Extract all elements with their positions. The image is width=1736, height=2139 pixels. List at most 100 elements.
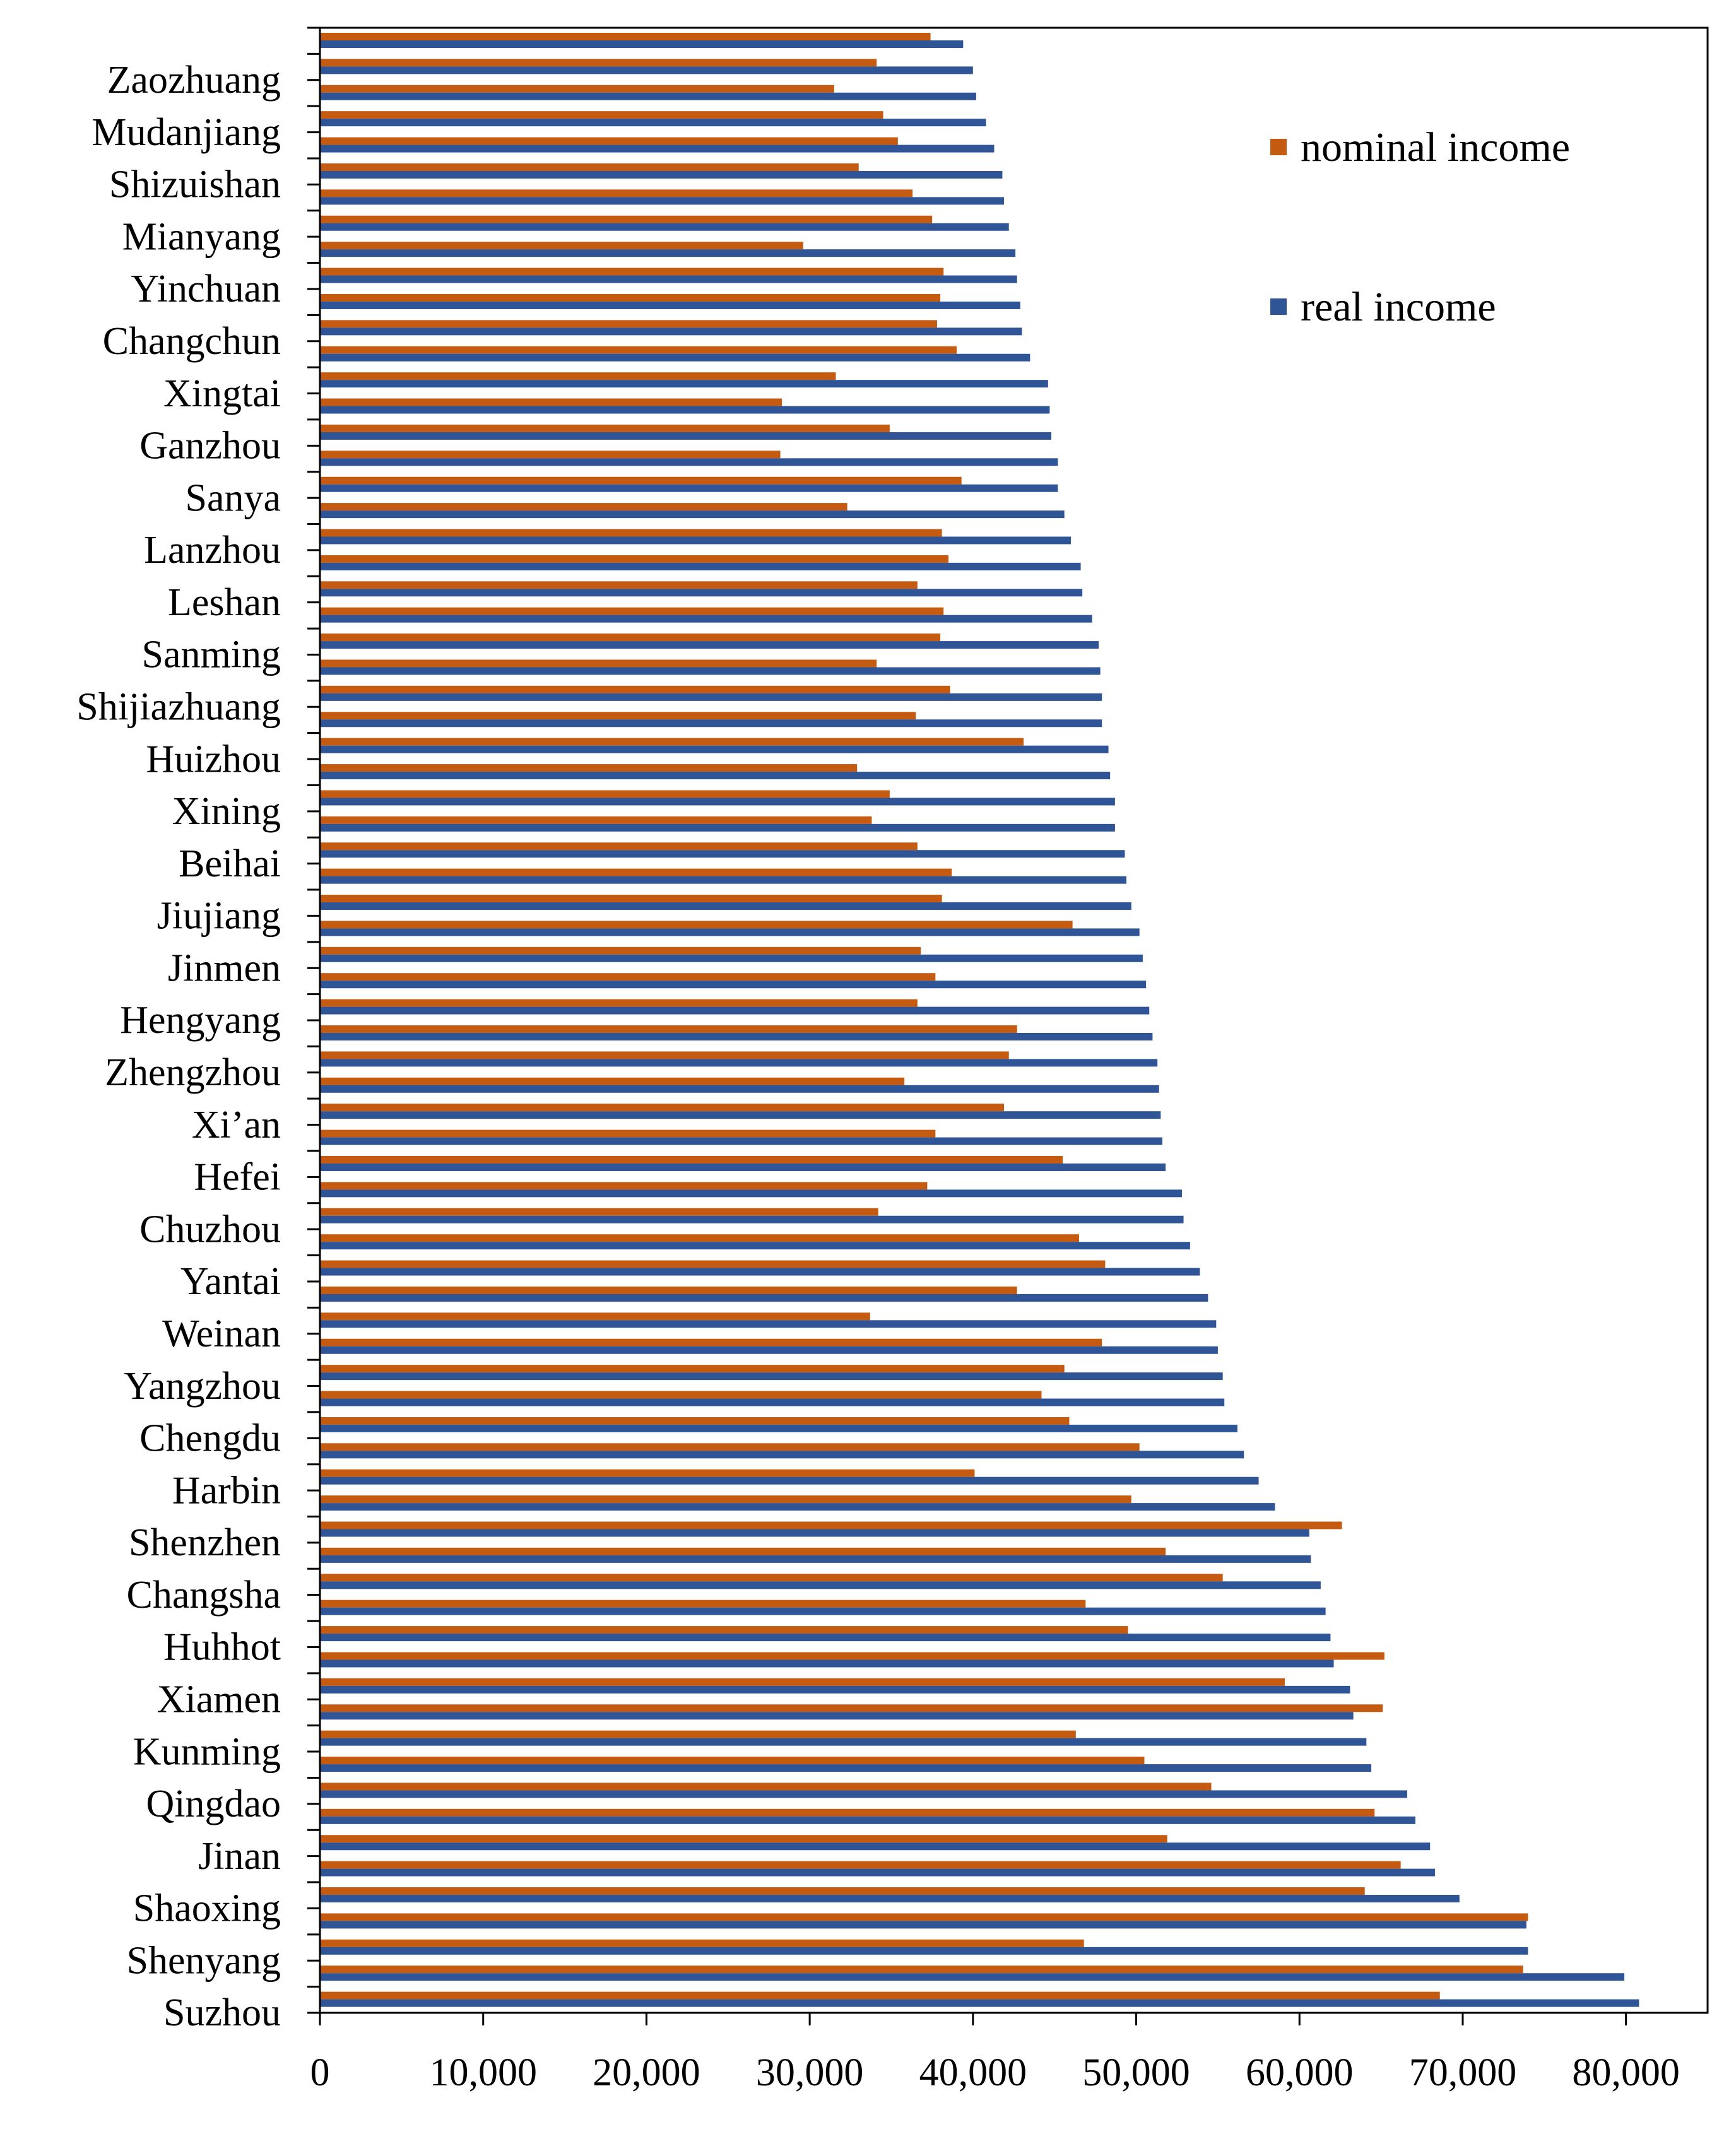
y-tick-label: Qingdao bbox=[146, 1782, 281, 1825]
bar-nominal-11 bbox=[320, 293, 941, 302]
legend-label-nominal: nominal income bbox=[1301, 124, 1570, 170]
bar-real-58 bbox=[320, 1529, 1309, 1537]
legend-label-real: real income bbox=[1301, 284, 1496, 330]
bar-nominal-63 bbox=[320, 1652, 1385, 1660]
bar-real-61 bbox=[320, 1607, 1326, 1615]
bar-nominal-72 bbox=[320, 1887, 1365, 1895]
y-tick-label: Beihai bbox=[179, 842, 281, 885]
x-tick-label: 30,000 bbox=[756, 2051, 864, 2094]
bar-real-37 bbox=[320, 981, 1147, 989]
bar-real-76 bbox=[320, 1999, 1639, 2007]
bar-real-40 bbox=[320, 1059, 1158, 1067]
bar-real-6 bbox=[320, 170, 1003, 179]
bar-nominal-53 bbox=[320, 1391, 1042, 1399]
bar-real-74 bbox=[320, 1947, 1528, 1955]
bar-nominal-52 bbox=[320, 1365, 1065, 1373]
bar-nominal-31 bbox=[320, 816, 872, 824]
bar-real-31 bbox=[320, 823, 1115, 832]
bar-real-46 bbox=[320, 1215, 1184, 1223]
bar-nominal-62 bbox=[320, 1626, 1128, 1634]
legend: nominal income real income bbox=[1270, 124, 1570, 330]
bar-nominal-30 bbox=[320, 790, 890, 798]
bar-real-2 bbox=[320, 66, 973, 74]
bar-nominal-29 bbox=[320, 764, 858, 772]
bar-real-18 bbox=[320, 484, 1058, 492]
bar-real-68 bbox=[320, 1790, 1407, 1798]
bar-real-23 bbox=[320, 615, 1092, 623]
bar-real-26 bbox=[320, 693, 1102, 701]
bar-real-57 bbox=[320, 1503, 1275, 1511]
bar-real-8 bbox=[320, 223, 1009, 231]
x-axis-labels: 0 10,000 20,000 30,000 40,000 50,000 60,000 70,… bbox=[310, 2051, 1680, 2094]
bar-nominal-16 bbox=[320, 424, 890, 432]
y-tick-label: Leshan bbox=[168, 581, 281, 624]
bar-real-44 bbox=[320, 1163, 1166, 1171]
y-tick-label: Shaoxing bbox=[133, 1887, 281, 1930]
bar-real-55 bbox=[320, 1451, 1244, 1459]
bar-real-41 bbox=[320, 1085, 1159, 1093]
bar-nominal-61 bbox=[320, 1600, 1086, 1608]
bar-real-4 bbox=[320, 119, 986, 127]
x-tick-label: 0 bbox=[310, 2051, 330, 2094]
bar-nominal-15 bbox=[320, 398, 782, 406]
x-tick-label: 20,000 bbox=[593, 2051, 700, 2094]
bar-nominal-2 bbox=[320, 59, 877, 67]
bar-nominal-8 bbox=[320, 215, 933, 223]
x-tick-label: 60,000 bbox=[1246, 2051, 1354, 2094]
bar-nominal-34 bbox=[320, 895, 942, 903]
bar-real-36 bbox=[320, 954, 1143, 962]
y-tick-label: Suzhou bbox=[163, 1991, 281, 2034]
y-tick-label: Mudanjiang bbox=[92, 111, 281, 154]
nominal-series bbox=[320, 33, 1528, 2000]
bar-real-28 bbox=[320, 745, 1109, 753]
y-axis-ticks bbox=[307, 27, 320, 2014]
bar-real-69 bbox=[320, 1816, 1415, 1824]
y-tick-label: Jinan bbox=[198, 1835, 281, 1878]
x-tick-label: 40,000 bbox=[919, 2051, 1027, 2094]
bar-nominal-50 bbox=[320, 1312, 870, 1321]
y-tick-label: Jiujiang bbox=[157, 895, 281, 938]
bar-real-29 bbox=[320, 772, 1111, 780]
bar-real-43 bbox=[320, 1137, 1162, 1145]
bar-real-38 bbox=[320, 1006, 1150, 1015]
bar-nominal-25 bbox=[320, 659, 877, 668]
bar-nominal-3 bbox=[320, 85, 834, 93]
bar-nominal-58 bbox=[320, 1521, 1342, 1529]
bar-nominal-44 bbox=[320, 1155, 1063, 1164]
bar-nominal-32 bbox=[320, 842, 918, 851]
y-tick-label: Zaozhuang bbox=[107, 59, 281, 102]
bar-real-10 bbox=[320, 275, 1017, 283]
y-tick-label: Zhengzhou bbox=[105, 1051, 281, 1094]
bar-nominal-36 bbox=[320, 946, 921, 955]
bar-nominal-38 bbox=[320, 999, 918, 1007]
bar-real-59 bbox=[320, 1555, 1311, 1563]
bar-real-50 bbox=[320, 1320, 1217, 1328]
y-tick-label: Chengdu bbox=[139, 1417, 281, 1460]
bar-real-48 bbox=[320, 1268, 1200, 1276]
bar-real-65 bbox=[320, 1712, 1354, 1720]
bar-real-32 bbox=[320, 850, 1125, 858]
y-tick-label: Ganzhou bbox=[139, 425, 281, 468]
bar-real-72 bbox=[320, 1895, 1460, 1903]
y-tick-label: Jinmen bbox=[168, 946, 281, 989]
x-tick-label: 50,000 bbox=[1082, 2051, 1190, 2094]
y-tick-label: Xingtai bbox=[163, 372, 281, 415]
bar-real-51 bbox=[320, 1346, 1218, 1354]
bar-nominal-20 bbox=[320, 529, 942, 537]
real-series bbox=[320, 40, 1639, 2007]
bar-nominal-23 bbox=[320, 607, 944, 615]
bar-real-14 bbox=[320, 380, 1048, 388]
bar-nominal-57 bbox=[320, 1495, 1131, 1504]
bar-nominal-10 bbox=[320, 268, 944, 276]
bar-real-45 bbox=[320, 1189, 1182, 1198]
bar-nominal-37 bbox=[320, 973, 936, 981]
bar-real-33 bbox=[320, 876, 1127, 884]
y-tick-label: Chuzhou bbox=[139, 1208, 281, 1251]
y-tick-label: Huhhot bbox=[163, 1626, 281, 1669]
bar-real-9 bbox=[320, 249, 1016, 257]
y-tick-label: Shizuishan bbox=[109, 163, 281, 206]
bar-real-25 bbox=[320, 667, 1101, 675]
bar-real-71 bbox=[320, 1868, 1435, 1877]
bar-nominal-45 bbox=[320, 1182, 928, 1190]
